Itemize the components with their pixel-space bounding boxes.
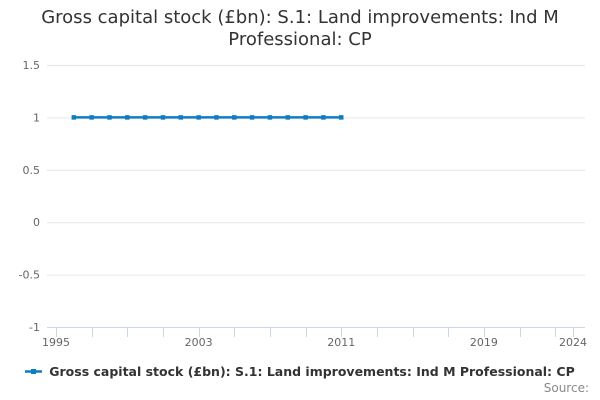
svg-text:2024: 2024 (559, 336, 587, 349)
svg-text:1.5: 1.5 (23, 59, 41, 72)
line-marker-icon (25, 369, 43, 374)
chart-title: Gross capital stock (£bn): S.1: Land imp… (41, 7, 559, 50)
svg-text:2003: 2003 (185, 336, 213, 349)
data-point-marker (232, 115, 237, 120)
legend-label: Gross capital stock (£bn): S.1: Land imp… (49, 364, 575, 379)
svg-text:-1: -1 (29, 321, 40, 334)
data-point-marker (142, 115, 148, 120)
data-point-marker (196, 115, 201, 120)
data-point-marker (214, 115, 219, 120)
svg-text:2011: 2011 (327, 336, 355, 349)
svg-text:0: 0 (33, 216, 40, 229)
series-line (71, 115, 344, 120)
svg-text:2019: 2019 (470, 336, 498, 349)
x-axis-labels: 1995 2003 2011 2019 2024 (42, 336, 587, 349)
data-point-marker (303, 115, 308, 120)
svg-text:1995: 1995 (42, 336, 70, 349)
data-point-marker (321, 115, 326, 120)
data-point-marker (338, 115, 344, 120)
y-axis-labels: 1.5 1 0.5 0 -0.5 -1 (19, 59, 40, 334)
data-point-marker (125, 115, 130, 120)
svg-text:1: 1 (33, 111, 40, 124)
data-point-marker (178, 115, 184, 120)
x-axis (47, 327, 585, 337)
data-point-marker (89, 115, 94, 120)
data-point-marker (71, 115, 77, 120)
data-point-marker (267, 115, 273, 120)
legend-item-series-0[interactable]: Gross capital stock (£bn): S.1: Land imp… (25, 364, 575, 379)
svg-text:0.5: 0.5 (23, 164, 41, 177)
data-point-marker (160, 115, 166, 120)
data-point-marker (249, 115, 255, 120)
data-point-marker (107, 115, 112, 120)
svg-text:-0.5: -0.5 (19, 269, 40, 282)
legend: Gross capital stock (£bn): S.1: Land imp… (0, 364, 600, 379)
data-point-marker (285, 115, 291, 120)
y-gridlines (47, 65, 585, 328)
source-note: Source: (543, 381, 589, 395)
